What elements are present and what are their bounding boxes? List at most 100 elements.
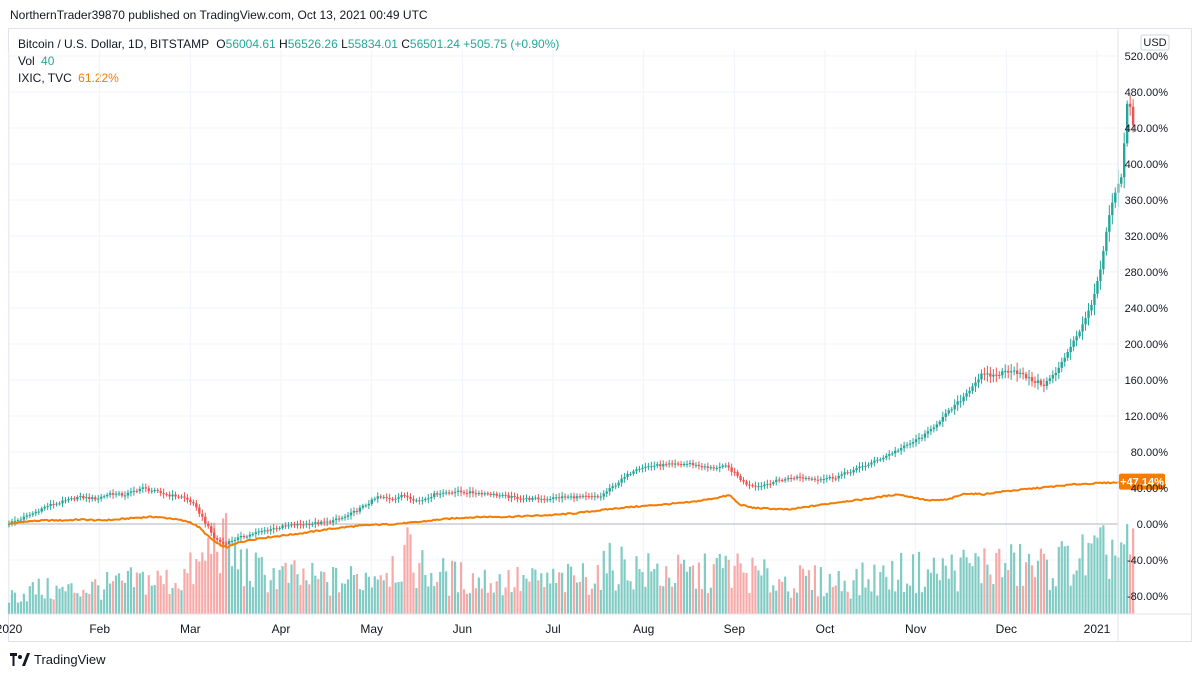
volume-bar: [55, 585, 58, 614]
volume-bar: [1129, 554, 1132, 614]
volume-bar: [195, 559, 198, 614]
candle-body: [403, 495, 406, 497]
candle-body: [260, 531, 263, 533]
candle-body: [61, 500, 64, 504]
volume-bar: [91, 581, 94, 614]
volume-bar: [412, 572, 415, 614]
candle-body: [382, 497, 385, 499]
candle-body: [1036, 380, 1040, 383]
volume-bar: [1024, 562, 1028, 614]
candle-body: [959, 401, 962, 403]
volume-bar: [507, 570, 510, 614]
volume-bar: [882, 565, 885, 614]
volume-legend[interactable]: Vol 40: [18, 54, 54, 68]
volume-bar: [727, 559, 730, 614]
volume-bar: [165, 569, 168, 614]
volume-bar: [210, 554, 213, 614]
volume-bar: [97, 585, 100, 614]
volume-bar: [1066, 545, 1069, 614]
publisher-line: NorthernTrader39870 published on Trading…: [10, 8, 428, 22]
y-tick-label: 240.00%: [1125, 303, 1169, 315]
candle-body: [599, 496, 602, 498]
volume-bar: [317, 579, 320, 614]
volume-bar: [100, 599, 103, 614]
candle-body: [968, 390, 971, 394]
candle-body: [543, 498, 546, 500]
candle-body: [688, 463, 692, 465]
x-tick-label: Nov: [905, 622, 926, 636]
volume-bar: [938, 580, 941, 614]
volume-bar: [349, 566, 353, 614]
x-tick-label: Oct: [816, 622, 835, 636]
volume-bar: [19, 601, 22, 614]
volume-label: Vol: [18, 54, 35, 68]
volume-bar: [1102, 525, 1105, 614]
volume-bar: [822, 596, 825, 614]
candle-body: [1069, 346, 1072, 353]
volume-bar: [748, 592, 751, 614]
volume-bar: [810, 589, 814, 614]
candle-body: [388, 497, 391, 500]
tradingview-footer[interactable]: TradingView: [10, 652, 106, 667]
candle-body: [272, 528, 275, 530]
volume-bar: [917, 551, 921, 614]
volume-bar: [906, 583, 909, 614]
volume-bar: [510, 592, 513, 614]
candle-body: [433, 493, 436, 497]
volume-bar: [561, 572, 564, 614]
volume-bar: [1069, 585, 1072, 614]
volume-bar: [593, 583, 596, 614]
candle-body: [117, 493, 121, 495]
volume-bar: [361, 590, 364, 614]
candle-body: [504, 494, 507, 496]
candle-body: [138, 488, 142, 492]
open-value: 56004.61: [225, 37, 276, 51]
volume-bar: [965, 557, 968, 614]
volume-bar: [207, 537, 210, 614]
symbol-legend[interactable]: Bitcoin / U.S. Dollar, 1D, BITSTAMP O560…: [18, 37, 559, 51]
volume-bar: [974, 553, 977, 614]
candle-body: [846, 472, 849, 474]
currency-button-box[interactable]: [1140, 34, 1170, 51]
compare-legend[interactable]: IXIC, TVC 61.22%: [18, 71, 119, 85]
candle-body: [894, 450, 897, 454]
candle-body: [427, 498, 430, 500]
candle-body: [879, 459, 882, 461]
volume-bar: [569, 566, 573, 614]
volume-bar: [111, 581, 115, 614]
candle-body: [1099, 269, 1102, 281]
volume-bar: [834, 585, 837, 614]
volume-bar: [439, 571, 442, 614]
candle-body: [882, 457, 885, 460]
candle-body: [923, 433, 927, 438]
volume-bar: [522, 575, 525, 614]
volume-bar: [260, 557, 263, 614]
candle-body: [314, 522, 317, 524]
volume-bar: [477, 577, 480, 614]
volume-bar: [159, 575, 162, 614]
volume-bar: [629, 581, 632, 614]
volume-bar: [480, 588, 483, 614]
volume-bar: [242, 586, 246, 614]
symbol-name: Bitcoin / U.S. Dollar, 1D, BITSTAMP: [18, 37, 209, 51]
volume-bar: [617, 584, 620, 614]
volume-bar: [171, 588, 174, 614]
candle-body: [311, 523, 314, 525]
volume-bar: [1111, 539, 1114, 614]
candle-body: [406, 495, 409, 497]
candle-body: [31, 513, 34, 515]
candle-body: [180, 496, 183, 498]
volume-bar: [61, 586, 64, 614]
volume-bar: [715, 557, 718, 614]
volume-bar: [257, 557, 260, 614]
volume-bar: [620, 546, 623, 614]
y-tick-label: 200.00%: [1125, 339, 1169, 351]
candle-body: [218, 539, 222, 542]
high-value: 56526.26: [287, 37, 338, 51]
candle-body: [186, 497, 189, 500]
volume-bar: [885, 576, 888, 614]
candle-body: [822, 478, 826, 480]
candle-body: [834, 478, 837, 480]
currency-button[interactable]: USD: [1140, 34, 1170, 51]
